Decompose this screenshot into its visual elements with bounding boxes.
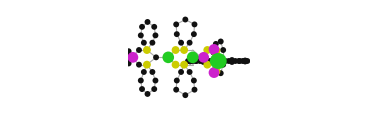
Point	[218, 72, 224, 74]
Point	[219, 60, 225, 62]
Point	[226, 60, 232, 62]
Point	[207, 60, 213, 62]
Point	[204, 64, 210, 66]
Point	[153, 56, 159, 58]
Point	[125, 62, 132, 64]
Point	[178, 42, 184, 44]
Point	[200, 61, 206, 63]
Point	[242, 61, 248, 62]
Point	[174, 80, 180, 81]
Point	[220, 64, 226, 66]
Point	[138, 80, 144, 81]
Point	[172, 64, 178, 66]
Point	[190, 56, 196, 58]
Point	[191, 80, 197, 81]
Point	[151, 26, 157, 28]
Point	[125, 50, 132, 52]
Point	[130, 56, 136, 58]
Point	[244, 60, 250, 62]
Point	[211, 48, 217, 50]
Point	[229, 59, 235, 61]
Point	[144, 49, 150, 51]
Point	[242, 60, 248, 61]
Point	[240, 60, 246, 62]
Point	[165, 56, 171, 58]
Point	[187, 60, 193, 61]
Point	[211, 72, 217, 74]
Point	[200, 59, 206, 61]
Point	[187, 71, 193, 73]
Point	[136, 49, 142, 51]
Point	[214, 50, 220, 52]
Point	[138, 34, 144, 36]
Point	[213, 70, 219, 72]
Point	[181, 49, 187, 51]
Point	[192, 23, 198, 25]
Point	[149, 42, 155, 44]
Point	[144, 21, 150, 23]
Point	[204, 49, 210, 51]
Point	[236, 60, 242, 62]
Point	[187, 42, 193, 44]
Point	[172, 49, 178, 51]
Point	[212, 69, 218, 71]
Point	[139, 26, 145, 28]
Point	[211, 60, 217, 62]
Point	[139, 88, 145, 90]
Point	[182, 94, 188, 96]
Point	[191, 33, 197, 35]
Point	[214, 70, 220, 72]
Point	[178, 71, 184, 73]
Point	[212, 51, 218, 53]
Point	[213, 43, 219, 45]
Point	[125, 60, 132, 62]
Point	[136, 64, 142, 66]
Point	[149, 71, 155, 73]
Point	[181, 64, 187, 66]
Point	[144, 93, 150, 95]
Point	[218, 41, 224, 42]
Point	[185, 60, 191, 62]
Point	[193, 60, 199, 62]
Point	[216, 60, 222, 62]
Point	[192, 89, 198, 91]
Point	[190, 60, 196, 62]
Point	[173, 89, 179, 91]
Point	[201, 56, 207, 58]
Point	[152, 34, 158, 36]
Point	[215, 60, 221, 62]
Point	[222, 60, 228, 62]
Point	[232, 60, 239, 62]
Point	[198, 56, 204, 58]
Point	[174, 33, 180, 35]
Point	[197, 60, 203, 62]
Point	[182, 19, 188, 20]
Point	[152, 80, 158, 81]
Point	[151, 88, 157, 90]
Point	[125, 53, 132, 55]
Point	[193, 60, 199, 62]
Point	[237, 60, 243, 62]
Point	[204, 60, 210, 62]
Point	[187, 61, 193, 62]
Point	[141, 71, 147, 73]
Point	[211, 51, 217, 53]
Point	[229, 61, 235, 63]
Point	[141, 42, 147, 44]
Point	[173, 23, 179, 25]
Point	[220, 49, 226, 51]
Point	[211, 61, 217, 63]
Point	[144, 64, 150, 66]
